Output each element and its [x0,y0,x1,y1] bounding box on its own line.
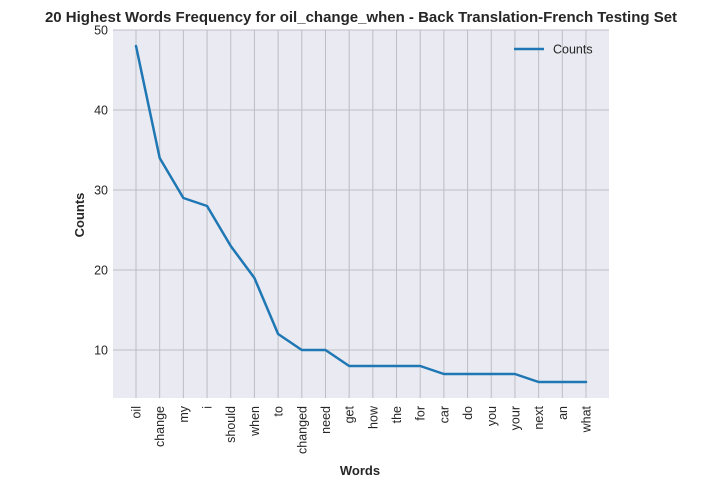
x-tick-label: your [508,406,522,430]
x-tick-label: the [390,406,404,423]
x-tick-label: car [437,406,451,423]
x-tick-label: my [177,405,191,422]
x-tick-label: oil [130,406,144,419]
y-tick-label: 10 [94,344,108,358]
plot-background [113,30,609,398]
x-tick-label: how [366,405,380,429]
x-tick-label: changed [295,406,309,454]
x-tick-label: change [153,406,167,447]
x-tick-label: next [532,405,546,429]
x-axis-label: Words [340,463,380,478]
x-tick-label: you [485,406,499,426]
chart-title: 20 Highest Words Frequency for oil_chang… [45,9,677,26]
x-tick-label: i [201,406,215,409]
y-tick-label: 40 [94,104,108,118]
y-tick-label: 30 [94,184,108,198]
x-tick-label: do [461,406,475,420]
x-tick-label: for [414,406,428,421]
x-tick-label: what [580,405,594,433]
x-tick-label: need [319,406,333,434]
legend-label: Counts [553,43,593,57]
x-tick-label: get [343,405,357,423]
y-axis-label: Counts [72,193,87,238]
x-tick-label: an [556,406,570,420]
y-tick-label: 20 [94,264,108,278]
x-tick-label: should [224,406,238,443]
x-tick-label: to [272,406,286,416]
x-tick-label: when [248,406,262,437]
